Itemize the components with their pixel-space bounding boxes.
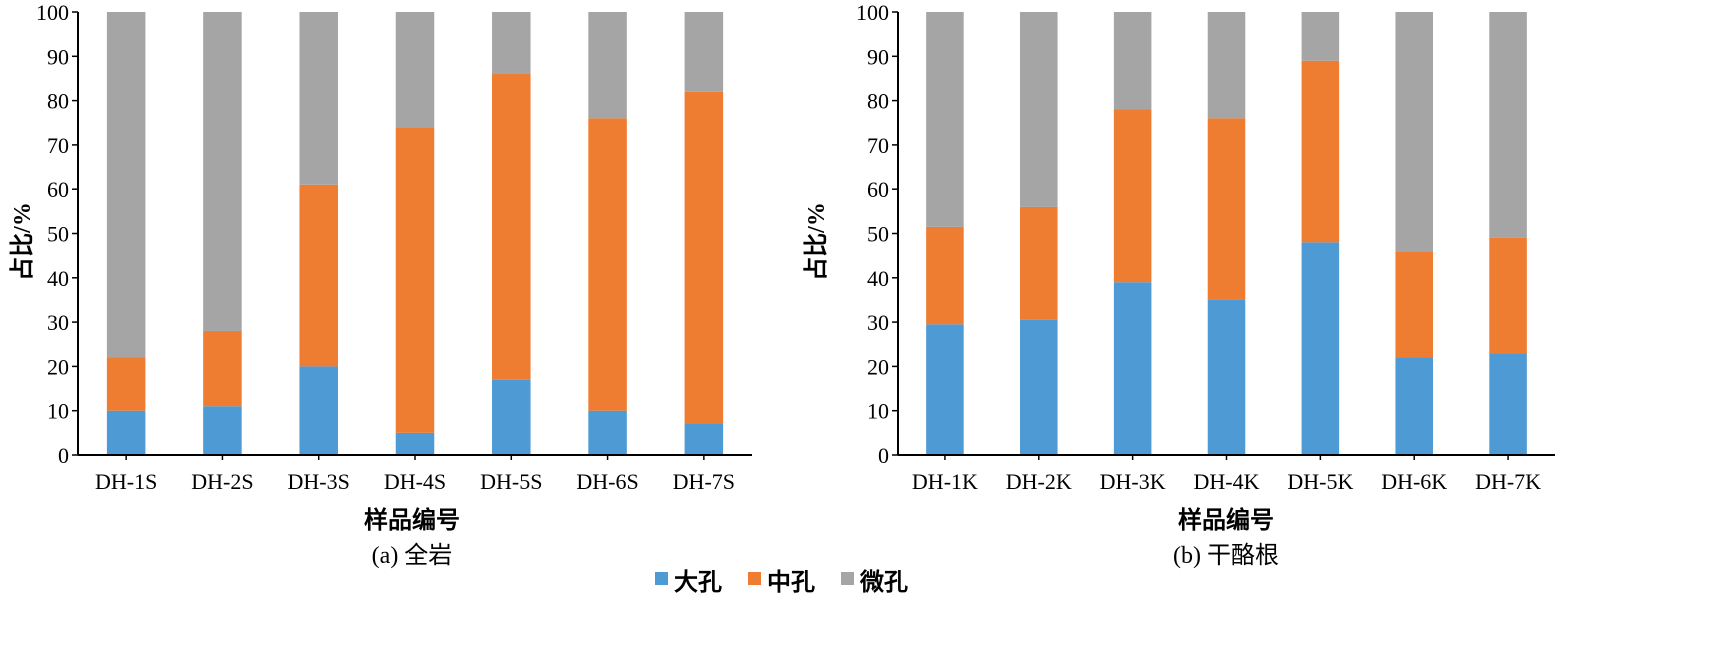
bar-segment	[203, 12, 242, 331]
y-tick-label: 100	[856, 0, 889, 25]
y-tick-label: 40	[867, 266, 889, 291]
bar-segment	[203, 406, 242, 455]
bar-segment	[588, 410, 627, 455]
x-tick-label: DH-6K	[1381, 469, 1447, 494]
bar-segment	[299, 366, 338, 455]
x-tick-label: DH-7S	[673, 469, 735, 494]
y-tick-label: 50	[47, 222, 69, 247]
x-tick-label: DH-2K	[1006, 469, 1072, 494]
y-tick-label: 30	[867, 310, 889, 335]
bar-segment	[926, 226, 964, 325]
bar-segment	[1395, 357, 1433, 455]
y-tick-label: 0	[878, 443, 889, 468]
y-tick-label: 20	[47, 354, 69, 379]
bar-segment	[1020, 206, 1058, 320]
bar-segment	[106, 410, 146, 455]
bar-segment	[1301, 60, 1340, 243]
legend-swatch	[655, 572, 668, 585]
y-tick-label: 60	[867, 177, 889, 202]
bar-segment	[1301, 12, 1340, 61]
bar-segment	[1113, 282, 1152, 455]
bar-segment	[1301, 242, 1340, 455]
x-tick-label: DH-5K	[1287, 469, 1353, 494]
bar-segment	[1395, 12, 1433, 252]
bar-segment	[926, 324, 964, 455]
x-axis-title: 样品编号	[364, 506, 460, 534]
chart-legend: 大孔 中孔 微孔	[655, 568, 908, 596]
bar-segment	[1207, 12, 1246, 119]
x-tick-label: DH-3S	[288, 469, 350, 494]
x-tick-label: DH-3K	[1100, 469, 1166, 494]
y-tick-label: 40	[47, 266, 69, 291]
legend-swatch	[748, 572, 761, 585]
legend-label: 大孔	[674, 569, 722, 596]
bar-segment	[299, 12, 338, 185]
y-axis-title: 占比/%	[9, 202, 36, 281]
bar-segment	[492, 74, 531, 380]
bar-segment	[395, 12, 435, 128]
bar-segment	[1113, 109, 1152, 283]
bar-segment	[106, 357, 146, 411]
y-tick-label: 70	[47, 133, 69, 158]
x-tick-label: DH-6S	[576, 469, 638, 494]
chart-panel-b: DH-1K DH-2K DH-3K DH-4K DH-5K DH-6K DH-7K 0 10 20…	[803, 0, 1555, 569]
bar-segment	[1113, 12, 1152, 110]
chart-panel-a: DH-1S DH-2S DH-3S DH-4S DH-5S DH-6S DH-7S 0 10 20…	[9, 0, 752, 569]
y-tick-label: 70	[867, 133, 889, 158]
bar-segment	[492, 12, 531, 75]
y-axis-title: 占比/%	[803, 202, 830, 281]
y-tick-label: 50	[867, 222, 889, 247]
y-tick-label: 0	[58, 443, 69, 468]
bar-segment	[588, 12, 627, 119]
panel-caption: (b) 干酪根	[1173, 542, 1279, 569]
bar-segment	[1489, 353, 1527, 455]
y-tick-label: 10	[867, 399, 889, 424]
y-tick-label: 80	[867, 89, 889, 114]
x-tick-label: DH-4K	[1194, 469, 1260, 494]
bar-segment	[492, 379, 531, 455]
bar-segment	[1020, 12, 1058, 207]
y-tick-label: 90	[47, 44, 69, 69]
y-tick-label: 100	[36, 0, 69, 25]
bar-segment	[926, 12, 964, 227]
y-tick-label: 30	[47, 310, 69, 335]
bar-segment	[1207, 299, 1246, 455]
bar-segment	[1207, 118, 1246, 300]
bar-segment	[395, 432, 435, 455]
bar-segment	[1489, 12, 1527, 238]
x-tick-label: DH-7K	[1475, 469, 1541, 494]
bar-segment	[106, 12, 146, 358]
bar-segment	[1395, 251, 1433, 358]
y-tick-label: 90	[867, 44, 889, 69]
bar-segment	[395, 127, 435, 433]
legend-label: 中孔	[767, 569, 815, 596]
x-tick-label: DH-4S	[384, 469, 446, 494]
y-tick-label: 20	[867, 354, 889, 379]
x-tick-label: DH-1K	[912, 469, 978, 494]
bar-segment	[588, 118, 627, 411]
bar-segment	[299, 184, 338, 367]
bar-segment	[1489, 237, 1527, 354]
x-tick-label: DH-1S	[95, 469, 157, 494]
bar-segment	[684, 423, 724, 455]
legend-swatch	[841, 572, 854, 585]
bar-segment	[1020, 319, 1058, 455]
bar-segment	[203, 330, 242, 407]
panel-caption: (a) 全岩	[372, 542, 453, 569]
y-tick-label: 80	[47, 89, 69, 114]
bar-segment	[684, 12, 724, 92]
x-tick-label: DH-2S	[191, 469, 253, 494]
legend-label: 微孔	[859, 568, 908, 596]
y-tick-label: 60	[47, 177, 69, 202]
x-axis-title: 样品编号	[1178, 506, 1274, 534]
y-tick-label: 10	[47, 399, 69, 424]
x-tick-label: DH-5S	[480, 469, 542, 494]
bar-segment	[684, 91, 724, 424]
